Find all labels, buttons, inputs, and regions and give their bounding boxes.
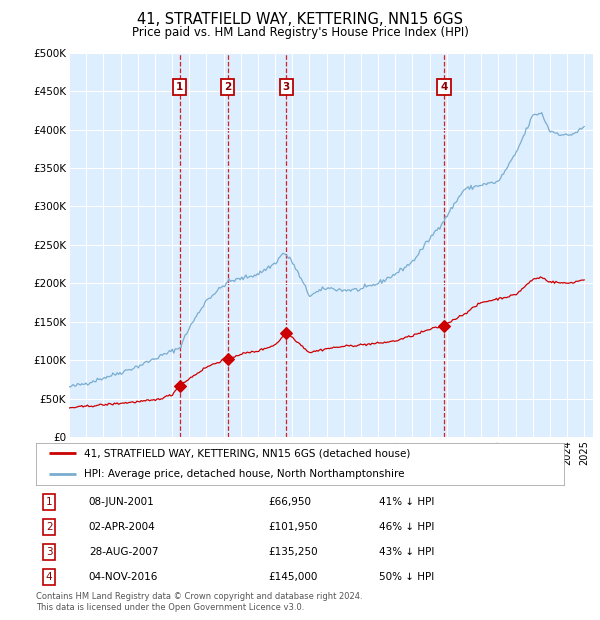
Text: 3: 3	[283, 82, 290, 92]
Text: 41, STRATFIELD WAY, KETTERING, NN15 6GS (detached house): 41, STRATFIELD WAY, KETTERING, NN15 6GS …	[83, 448, 410, 458]
Point	[175, 381, 184, 391]
Point	[439, 321, 449, 330]
Text: 02-APR-2004: 02-APR-2004	[89, 521, 155, 532]
Text: 28-AUG-2007: 28-AUG-2007	[89, 547, 158, 557]
Text: 50% ↓ HPI: 50% ↓ HPI	[379, 572, 434, 582]
Text: 4: 4	[46, 572, 53, 582]
Text: 08-JUN-2001: 08-JUN-2001	[89, 497, 155, 507]
Text: £145,000: £145,000	[268, 572, 317, 582]
Text: £101,950: £101,950	[268, 521, 318, 532]
Text: 1: 1	[176, 82, 183, 92]
Text: 41% ↓ HPI: 41% ↓ HPI	[379, 497, 434, 507]
Text: 2: 2	[46, 521, 53, 532]
Text: Contains HM Land Registry data © Crown copyright and database right 2024.: Contains HM Land Registry data © Crown c…	[36, 592, 362, 601]
Text: 43% ↓ HPI: 43% ↓ HPI	[379, 547, 434, 557]
Text: 4: 4	[440, 82, 448, 92]
Text: 2: 2	[224, 82, 232, 92]
Text: £66,950: £66,950	[268, 497, 311, 507]
Text: 1: 1	[46, 497, 53, 507]
Point	[223, 354, 233, 364]
Text: HPI: Average price, detached house, North Northamptonshire: HPI: Average price, detached house, Nort…	[83, 469, 404, 479]
Point	[281, 328, 291, 338]
Text: 41, STRATFIELD WAY, KETTERING, NN15 6GS: 41, STRATFIELD WAY, KETTERING, NN15 6GS	[137, 12, 463, 27]
Text: Price paid vs. HM Land Registry's House Price Index (HPI): Price paid vs. HM Land Registry's House …	[131, 26, 469, 39]
Text: 04-NOV-2016: 04-NOV-2016	[89, 572, 158, 582]
Text: £135,250: £135,250	[268, 547, 318, 557]
Text: This data is licensed under the Open Government Licence v3.0.: This data is licensed under the Open Gov…	[36, 603, 304, 612]
Text: 3: 3	[46, 547, 53, 557]
Text: 46% ↓ HPI: 46% ↓ HPI	[379, 521, 434, 532]
